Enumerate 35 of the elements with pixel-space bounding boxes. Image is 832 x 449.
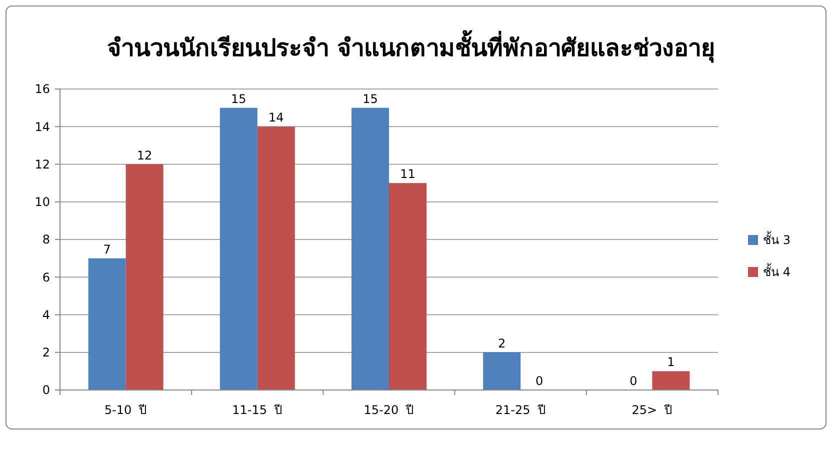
data-label: 0 [536,374,544,388]
data-label: 0 [630,374,638,388]
y-tick-label: 2 [42,346,50,360]
bar [483,352,521,390]
x-tick-label: 21-25 ปี [495,403,546,417]
data-label: 1 [667,355,675,370]
y-tick-label: 6 [42,270,50,284]
y-tick-label: 16 [34,82,50,96]
data-label: 2 [498,336,506,350]
x-tick-label: 11-15 ปี [232,403,283,417]
x-tick-label: 25> ปี [632,403,673,417]
x-tick-label: 5-10 ปี [104,403,148,417]
data-label: 14 [268,110,284,125]
data-label: 15 [231,92,246,106]
y-tick-label: 10 [34,195,50,210]
data-label: 7 [103,242,111,256]
data-label: 11 [400,167,416,182]
bar [126,164,164,390]
bar [351,108,389,390]
y-tick-label: 0 [42,383,50,398]
bar [389,183,427,390]
bar [257,126,295,390]
chart-title: จำนวนนักเรียนประจำ จำแนกตามชั้นที่พักอาศัยและช่วงอายุ [106,29,716,64]
data-label: 12 [136,148,152,162]
legend-label: ชั้น 3 [763,231,790,248]
data-label: 15 [362,92,378,106]
y-tick-label: 4 [42,308,50,322]
legend-label: ชั้น 4 [763,263,790,280]
bar [88,258,126,390]
y-tick-label: 8 [42,232,50,247]
y-tick-label: 12 [34,157,50,172]
bar [652,371,690,390]
y-tick-label: 14 [34,120,50,134]
bar [220,108,258,390]
x-tick-label: 15-20 ปี [364,403,414,417]
